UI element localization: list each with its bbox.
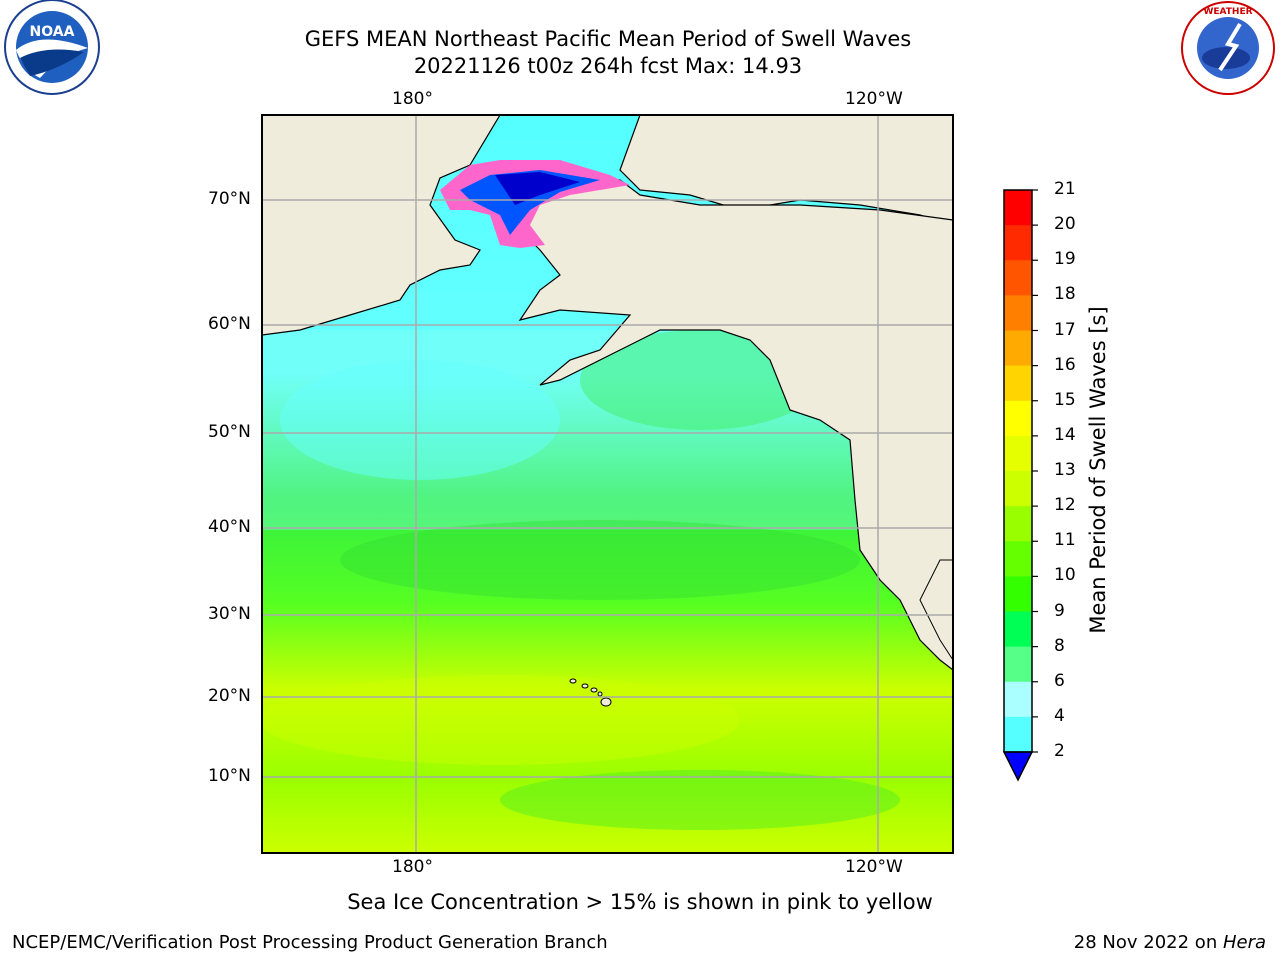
- footer-date-text: 28 Nov 2022 on: [1073, 932, 1223, 953]
- colorbar-segment: [1004, 681, 1032, 718]
- graticule: [262, 115, 953, 853]
- colorbar-tick-label: 10: [1054, 565, 1076, 586]
- colorbar-segment: [1004, 611, 1032, 648]
- lat-label-30n: 30°N: [208, 604, 251, 624]
- map-area: [262, 115, 953, 853]
- footer-host: Hera: [1222, 932, 1266, 953]
- chart-subtitle: 20221126 t00z 264h fcst Max: 14.93: [413, 54, 803, 78]
- colorbar-tick-label: 21: [1054, 179, 1076, 199]
- lon-label-bottom-0: 180°: [392, 857, 433, 877]
- lat-label-10n: 10°N: [208, 766, 251, 786]
- chart-title: GEFS MEAN Northeast Pacific Mean Period …: [304, 27, 912, 51]
- colorbar-segment: [1004, 471, 1032, 507]
- colorbar-segment: [1004, 295, 1032, 331]
- lat-label-20n: 20°N: [208, 686, 251, 706]
- colorbar-tick-label: 6: [1054, 670, 1065, 691]
- colorbar-tick-label: 20: [1054, 214, 1076, 235]
- lat-label-40n: 40°N: [208, 517, 251, 537]
- colorbar-title: Mean Period of Swell Waves [s]: [1086, 306, 1110, 634]
- colorbar-segment: [1004, 435, 1032, 472]
- colorbar-segment: [1004, 541, 1032, 577]
- nws-logo: WEATHER: [1181, 1, 1275, 95]
- colorbar-tick-label: 4: [1054, 705, 1065, 726]
- lon-label-top-0: 180°: [392, 89, 433, 109]
- colorbar-segment: [1004, 576, 1032, 612]
- footer-date: 28 Nov 2022 on Hera: [1074, 932, 1266, 953]
- colorbar-tick-label: 2: [1054, 741, 1065, 761]
- lon-label-top-1: 120°W: [845, 89, 903, 109]
- colorbar: [1002, 189, 1038, 782]
- lat-label-50n: 50°N: [208, 422, 251, 442]
- sea-ice-caption: Sea Ice Concentration > 15% is shown in …: [347, 890, 933, 914]
- svg-text:NOAA: NOAA: [30, 24, 75, 40]
- map-frame: [261, 114, 954, 854]
- lat-label-70n: 70°N: [208, 189, 251, 209]
- colorbar-tick-label: 9: [1054, 600, 1065, 621]
- colorbar-tick-label: 18: [1054, 284, 1076, 305]
- colorbar-tick-label: 16: [1054, 354, 1076, 375]
- colorbar-extend-triangle: [1002, 751, 1034, 782]
- colorbar-tick-label: 15: [1054, 389, 1076, 410]
- footer-branch: NCEP/EMC/Verification Post Processing Pr…: [12, 932, 608, 953]
- colorbar-segment: [1004, 365, 1032, 402]
- svg-text:WEATHER: WEATHER: [1203, 7, 1252, 17]
- colorbar-segment: [1004, 330, 1032, 367]
- noaa-logo: NOAA: [4, 0, 100, 95]
- lat-label-60n: 60°N: [208, 314, 251, 334]
- colorbar-segment: [1004, 646, 1032, 683]
- colorbar-segment: [1004, 225, 1032, 261]
- colorbar-segment: [1004, 506, 1032, 542]
- colorbar-segment: [1004, 400, 1032, 437]
- colorbar-segment: [1004, 190, 1032, 226]
- colorbar-tick-label: 14: [1054, 424, 1076, 445]
- hawaii-islands: [569, 678, 612, 707]
- colorbar-segment: [1004, 260, 1032, 296]
- lon-label-bottom-1: 120°W: [845, 857, 903, 877]
- colorbar-tick-label: 12: [1054, 495, 1076, 516]
- colorbar-segment: [1004, 716, 1032, 753]
- colorbar-tick-label: 11: [1054, 530, 1076, 551]
- colorbar-tick-label: 13: [1054, 460, 1076, 480]
- colorbar-tick-label: 17: [1054, 319, 1076, 340]
- colorbar-tick-label: 8: [1054, 635, 1065, 656]
- colorbar-tick-label: 19: [1054, 249, 1076, 270]
- land-alaska: [518, 174, 953, 671]
